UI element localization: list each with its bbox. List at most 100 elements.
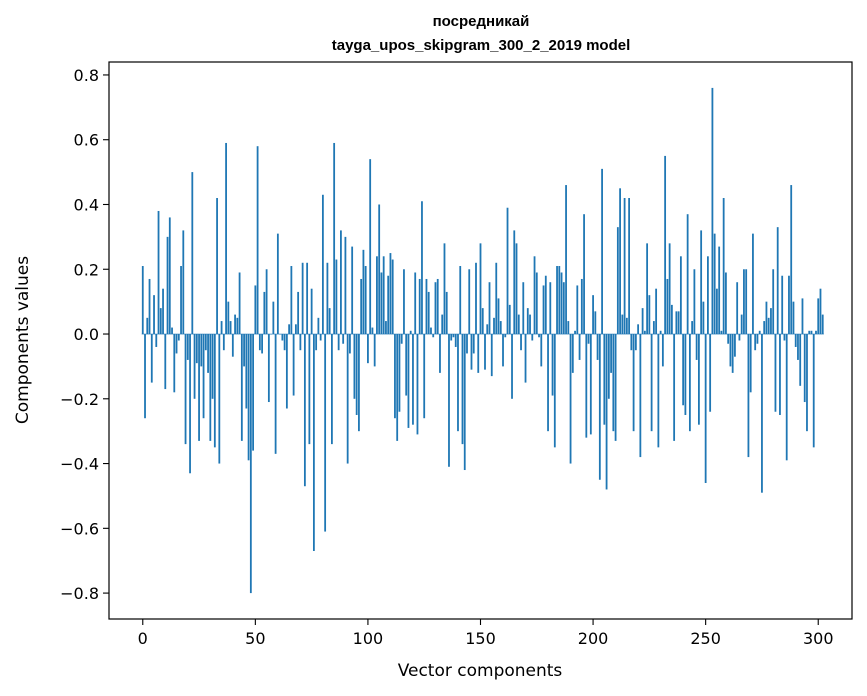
bar-87: [337, 334, 340, 351]
x-tick-label: 300: [803, 629, 834, 648]
bar-146: [470, 334, 473, 370]
bar-123: [418, 278, 421, 335]
bar-233: [666, 278, 669, 335]
bar-165: [513, 230, 516, 335]
bar-27: [202, 334, 205, 419]
bar-249: [702, 301, 705, 335]
bar-205: [603, 334, 606, 425]
bar-15: [175, 334, 178, 354]
bar-261: [729, 334, 732, 367]
bar-241: [684, 334, 687, 415]
bar-136: [448, 334, 450, 467]
bar-255: [716, 288, 718, 335]
bar-191: [571, 334, 574, 373]
bar-158: [497, 298, 500, 335]
bar-45: [243, 334, 245, 367]
bar-51: [256, 146, 259, 335]
bar-67: [292, 334, 295, 396]
bar-59: [274, 334, 277, 454]
bar-271: [752, 233, 754, 335]
y-tick-label: −0.4: [60, 455, 99, 474]
bar-70: [299, 334, 302, 351]
bar-214: [623, 198, 626, 335]
bar-4: [150, 334, 153, 383]
bar-36: [222, 334, 225, 351]
bar-18: [182, 230, 185, 335]
bar-91: [346, 334, 349, 464]
bar-74: [308, 334, 311, 445]
bar-246: [695, 334, 698, 360]
bar-160: [502, 334, 504, 367]
bar-79: [319, 334, 322, 341]
bar-238: [677, 311, 680, 335]
chart-subtitle: tayga_upos_skipgram_300_2_2019 model: [332, 37, 631, 54]
bar-44: [240, 334, 243, 441]
bar-154: [488, 282, 491, 335]
bar-114: [398, 334, 401, 412]
bar-281: [774, 334, 777, 412]
bar-24: [195, 334, 198, 364]
bar-69: [297, 291, 300, 335]
bar-58: [272, 301, 275, 335]
bar-245: [693, 269, 696, 335]
bar-253: [711, 87, 714, 335]
bar-10: [164, 334, 167, 390]
bar-3: [148, 278, 151, 335]
bar-22: [191, 172, 194, 335]
bar-113: [396, 334, 399, 441]
bar-105: [378, 204, 381, 335]
bar-193: [576, 285, 579, 335]
bar-82: [326, 262, 329, 335]
bar-293: [801, 298, 804, 335]
bar-225: [648, 295, 651, 335]
bar-235: [670, 304, 673, 335]
bar-290: [794, 334, 797, 347]
bar-220: [637, 324, 640, 335]
bar-223: [643, 330, 646, 335]
bar-127: [427, 291, 430, 335]
bar-139: [454, 334, 457, 347]
bar-254: [713, 233, 716, 335]
bar-190: [569, 334, 572, 464]
bar-296: [808, 330, 811, 335]
bar-77: [315, 334, 318, 351]
bar-81: [324, 334, 327, 532]
bar-107: [382, 256, 385, 335]
bar-20: [186, 334, 189, 360]
bar-112: [394, 334, 396, 419]
bar-130: [434, 282, 437, 335]
bar-121: [414, 272, 417, 335]
bar-297: [810, 330, 813, 335]
bar-267: [743, 269, 745, 335]
bar-244: [691, 321, 694, 335]
bar-227: [652, 321, 655, 335]
bar-52: [258, 334, 261, 351]
chart-title: посредникай: [433, 13, 530, 30]
bar-42: [236, 317, 239, 335]
bar-12: [168, 217, 171, 335]
bar-14: [173, 334, 176, 393]
bar-5: [153, 295, 155, 335]
bar-76: [312, 334, 315, 551]
bar-259: [725, 272, 727, 335]
bar-102: [371, 327, 374, 335]
bar-34: [218, 334, 221, 464]
bar-251: [707, 256, 709, 335]
bars-group: [141, 87, 824, 594]
x-tick-label: 50: [245, 629, 265, 648]
y-tick-label: 0.2: [74, 260, 99, 279]
x-axis-label: Vector components: [398, 661, 563, 681]
bar-55: [265, 269, 268, 335]
bar-37: [225, 142, 227, 335]
bar-90: [344, 236, 347, 335]
bar-43: [238, 272, 241, 335]
bar-186: [560, 272, 563, 335]
bar-295: [806, 334, 808, 432]
bar-99: [364, 266, 367, 335]
bar-300: [817, 298, 820, 335]
bar-116: [403, 269, 405, 335]
bar-150: [479, 243, 482, 335]
y-tick-label: 0.4: [74, 195, 99, 214]
bar-299: [815, 330, 817, 335]
